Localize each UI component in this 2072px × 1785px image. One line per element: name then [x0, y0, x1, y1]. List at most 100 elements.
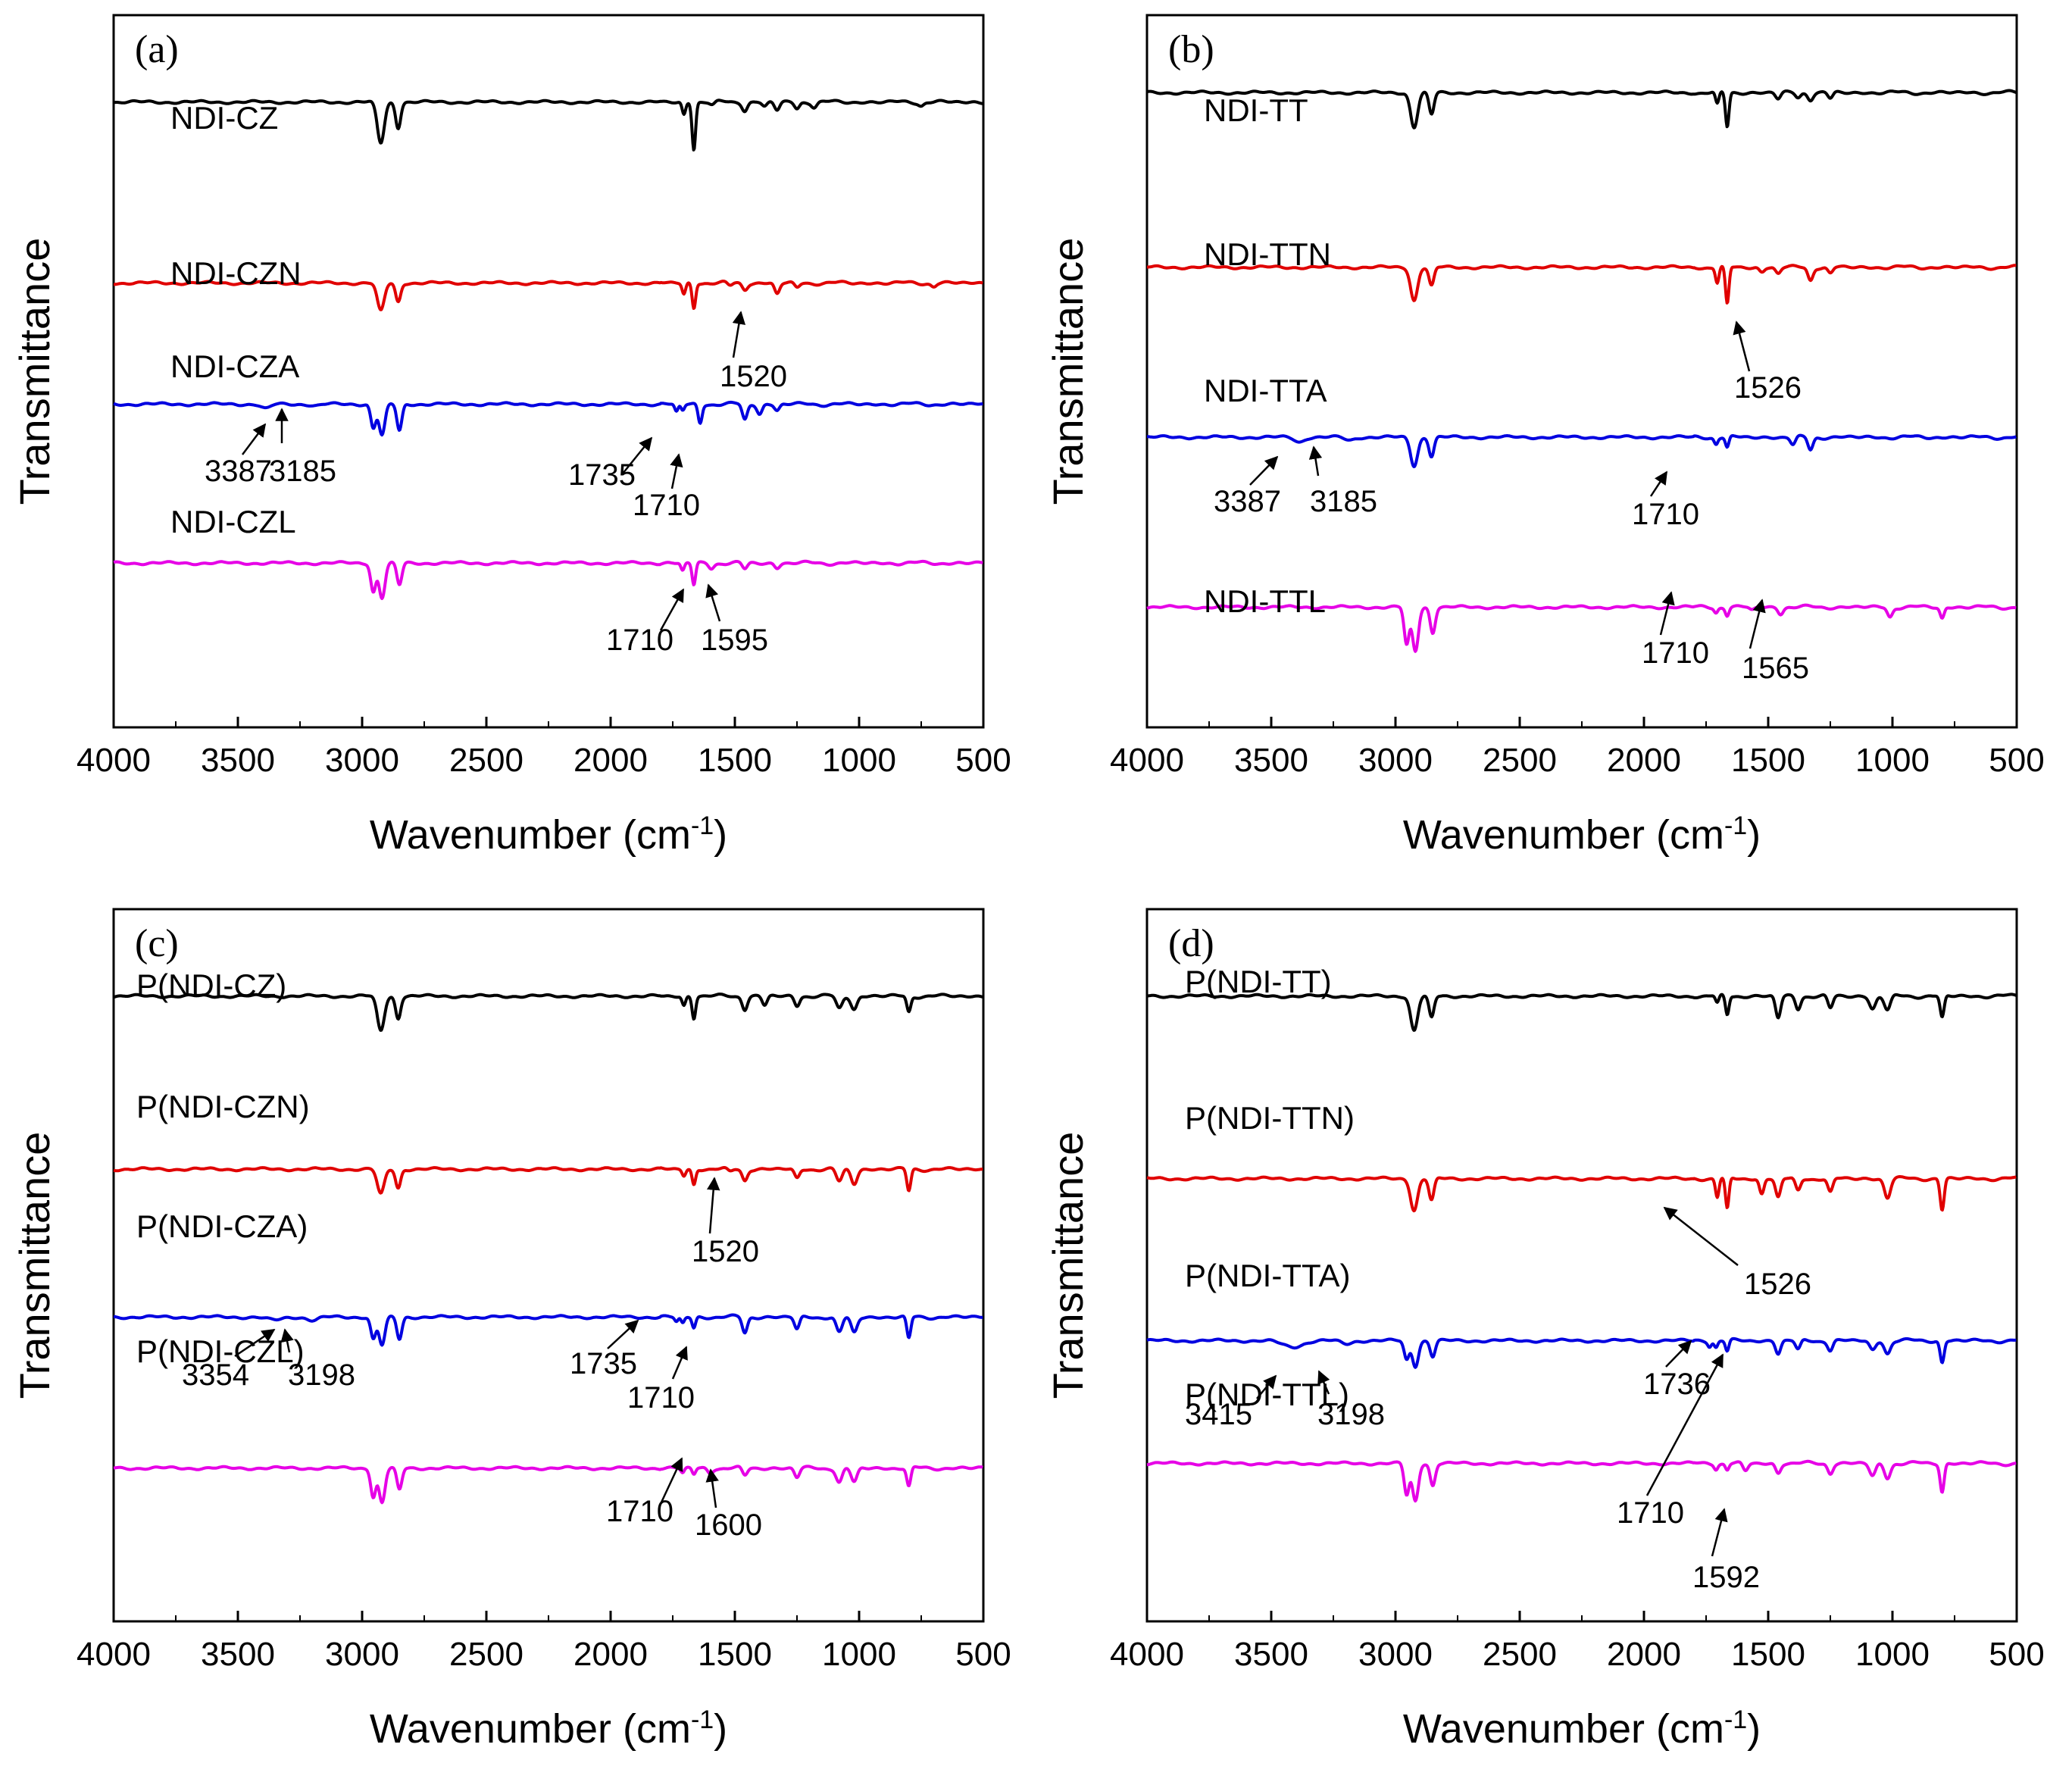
series-label: P(NDI-CZN) [136, 1089, 310, 1124]
series-line-p-ndi-ttl- [1146, 1459, 2017, 1503]
x-tick-label: 3500 [1234, 1636, 1308, 1673]
peak-annotation: 3185 [1310, 485, 1377, 518]
series-label: NDI-CZL [170, 504, 296, 539]
x-tick-label: 1000 [822, 1636, 896, 1673]
x-tick-label: 2000 [1607, 742, 1681, 779]
annotation-arrow [671, 1346, 688, 1380]
x-tick-label: 4000 [1110, 742, 1184, 779]
annotation-arrow [1665, 1340, 1692, 1368]
x-tick-label: 1000 [822, 742, 896, 779]
x-tick-label: 3000 [325, 742, 399, 779]
peak-annotation: 1710 [1632, 498, 1699, 531]
x-tick-label: 500 [1989, 1636, 2044, 1673]
series-line-ndi-cz [113, 98, 984, 152]
peak-annotation: 1735 [568, 458, 636, 492]
y-axis-title: Transmittance [11, 1132, 58, 1399]
x-tick-label: 500 [1989, 742, 2044, 779]
series-line-p-ndi-cza- [113, 1313, 984, 1347]
series-label: NDI-TT [1204, 92, 1308, 128]
annotation-arrow [659, 588, 685, 631]
series-label: NDI-CZN [170, 255, 302, 291]
x-tick-label: 4000 [1110, 1636, 1184, 1673]
peak-annotation: 1526 [1744, 1268, 1811, 1301]
x-tick-label: 1500 [698, 742, 772, 779]
series-line-p-ndi-tta- [1146, 1336, 2017, 1369]
series-label: P(NDI-TTA) [1185, 1258, 1351, 1293]
x-tick-label: 2500 [1483, 1636, 1557, 1673]
x-axis-title: Wavenumber (cm-1) [1403, 1705, 1761, 1752]
panel-label: (b) [1168, 28, 1214, 71]
x-tick-label: 2000 [1607, 1636, 1681, 1673]
annotation-arrow [1249, 455, 1279, 486]
x-tick-label: 3500 [1234, 742, 1308, 779]
series-line-ndi-ttl [1146, 603, 2017, 653]
annotation-arrow [622, 436, 653, 474]
annotation-arrow [670, 453, 683, 489]
x-axis-title: Wavenumber (cm-1) [1403, 811, 1761, 858]
peak-annotation: 1520 [692, 1235, 759, 1268]
annotation-arrow [607, 1319, 639, 1349]
peak-annotation: 3185 [269, 455, 336, 488]
x-tick-label: 3500 [201, 1636, 275, 1673]
peak-annotation: 1735 [570, 1347, 637, 1380]
plot-frame [112, 908, 985, 1623]
peak-annotation: 3387 [1214, 485, 1281, 518]
series-line-ndi-tt [1146, 89, 2017, 130]
series-label: NDI-TTN [1204, 236, 1331, 272]
x-tick-label: 3000 [1358, 742, 1433, 779]
peak-annotation: 1595 [701, 624, 768, 657]
series-label: NDI-TTL [1204, 583, 1326, 619]
y-axis-title: Transmittance [11, 238, 58, 505]
x-tick-label: 2500 [449, 742, 523, 779]
x-tick-label: 1000 [1855, 742, 1930, 779]
peak-annotation: 3415 [1185, 1398, 1252, 1431]
panel-label: (c) [135, 922, 179, 965]
annotation-arrow [1645, 1353, 1724, 1496]
series-line-ndi-ttn [1146, 264, 2017, 305]
annotation-arrow [1308, 445, 1323, 477]
x-tick-label: 1500 [1731, 1636, 1805, 1673]
x-tick-label: 4000 [77, 742, 151, 779]
x-tick-label: 2000 [573, 742, 648, 779]
panel-d: 4000 3500 3000 2500 2000 1500 1000 500 Wavenumbe… [1044, 908, 2045, 1752]
annotation-arrow [234, 1328, 276, 1358]
annotation-arrow [1711, 1508, 1728, 1557]
peak-annotation: 1600 [695, 1508, 762, 1542]
peak-annotation: 3387 [205, 455, 272, 488]
annotation-arrow [732, 311, 746, 358]
series-label: P(NDI-CZ) [136, 968, 286, 1003]
series-label: NDI-TTA [1204, 373, 1327, 408]
x-axis-title: Wavenumber (cm-1) [370, 1705, 727, 1752]
series-label: P(NDI-CZL) [136, 1333, 305, 1369]
peak-annotation: 1710 [606, 624, 673, 657]
panel-label: (d) [1168, 922, 1214, 965]
x-tick-label: 2000 [573, 1636, 648, 1673]
peak-annotation: 1710 [1617, 1496, 1684, 1530]
x-tick-label: 1000 [1855, 1636, 1930, 1673]
peak-annotation: 1520 [720, 360, 787, 393]
series-line-ndi-czn [113, 280, 984, 311]
annotation-arrow [242, 423, 267, 455]
x-tick-label: 4000 [77, 1636, 151, 1673]
annotation-arrow [1749, 599, 1766, 649]
peak-annotation: 1736 [1643, 1368, 1711, 1401]
annotation-arrow [706, 1177, 720, 1234]
annotation-arrow [1659, 591, 1675, 636]
peak-annotation: 1710 [1642, 636, 1709, 670]
annotation-arrow [1649, 470, 1668, 497]
peak-annotation: 3354 [182, 1358, 249, 1392]
x-tick-label: 500 [955, 742, 1011, 779]
peak-annotation: 1710 [627, 1381, 695, 1415]
x-axis-title: Wavenumber (cm-1) [370, 811, 727, 858]
series-label: NDI-CZA [170, 349, 299, 384]
series-line-p-ndi-czn- [113, 1166, 984, 1195]
series-line-p-ndi-czl- [113, 1465, 984, 1505]
peak-annotation: 1592 [1692, 1561, 1760, 1594]
y-axis-title: Transmittance [1044, 238, 1092, 505]
series-line-ndi-cza [113, 400, 984, 437]
annotation-arrow [659, 1457, 683, 1505]
panel-a: 4000 3500 3000 2500 2000 1500 1000 500 Wavenumbe… [11, 14, 1011, 858]
x-tick-label: 3000 [1358, 1636, 1433, 1673]
peak-annotation: 1710 [633, 489, 700, 522]
